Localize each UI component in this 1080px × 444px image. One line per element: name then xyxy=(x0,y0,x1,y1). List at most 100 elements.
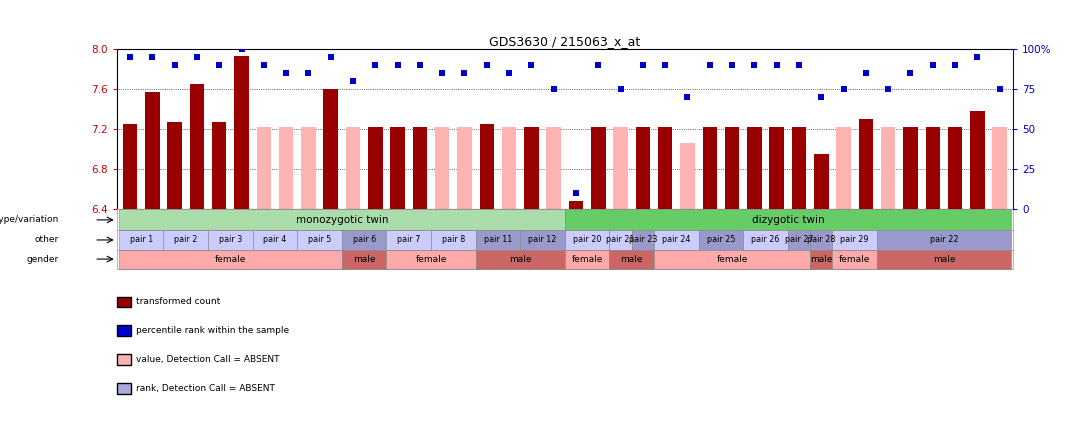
Bar xyxy=(747,127,761,210)
Text: male: male xyxy=(933,254,955,264)
Text: pair 5: pair 5 xyxy=(308,235,332,245)
Text: pair 12: pair 12 xyxy=(528,235,556,245)
Text: pair 6: pair 6 xyxy=(352,235,376,245)
Text: percentile rank within the sample: percentile rank within the sample xyxy=(136,326,289,335)
Text: male: male xyxy=(353,254,376,264)
Bar xyxy=(163,230,208,250)
Bar xyxy=(787,230,810,250)
Bar xyxy=(480,124,494,210)
Text: pair 21: pair 21 xyxy=(606,235,635,245)
Bar xyxy=(524,127,539,210)
Text: pair 23: pair 23 xyxy=(629,235,657,245)
Bar xyxy=(387,250,475,269)
Bar xyxy=(346,127,361,210)
Bar xyxy=(435,127,449,210)
Text: pair 2: pair 2 xyxy=(174,235,198,245)
Bar xyxy=(725,127,740,210)
Bar xyxy=(814,154,828,210)
Bar xyxy=(301,127,315,210)
Bar xyxy=(368,127,382,210)
Bar xyxy=(636,127,650,210)
Text: female: female xyxy=(839,254,870,264)
Text: pair 28: pair 28 xyxy=(807,235,836,245)
Text: pair 11: pair 11 xyxy=(484,235,512,245)
Text: value, Detection Call = ABSENT: value, Detection Call = ABSENT xyxy=(136,355,280,364)
Text: pair 25: pair 25 xyxy=(706,235,735,245)
Text: female: female xyxy=(416,254,447,264)
Text: dizygotic twin: dizygotic twin xyxy=(752,215,824,225)
Bar xyxy=(565,230,609,250)
Bar xyxy=(743,230,787,250)
Bar xyxy=(212,122,227,210)
Bar xyxy=(792,127,807,210)
Bar xyxy=(609,230,632,250)
Bar xyxy=(810,250,833,269)
Bar xyxy=(591,127,606,210)
Title: GDS3630 / 215063_x_at: GDS3630 / 215063_x_at xyxy=(489,35,640,48)
Bar xyxy=(836,127,851,210)
Bar xyxy=(457,127,472,210)
Bar xyxy=(565,250,609,269)
Text: pair 27: pair 27 xyxy=(785,235,813,245)
Bar xyxy=(948,127,962,210)
Bar xyxy=(431,230,475,250)
Bar xyxy=(926,127,940,210)
Text: pair 8: pair 8 xyxy=(442,235,465,245)
Bar xyxy=(569,201,583,210)
Text: transformed count: transformed count xyxy=(136,297,220,306)
Text: monozygotic twin: monozygotic twin xyxy=(296,215,388,225)
Bar xyxy=(413,127,428,210)
Bar xyxy=(993,127,1007,210)
Bar xyxy=(342,250,387,269)
Bar xyxy=(654,250,810,269)
Text: pair 7: pair 7 xyxy=(397,235,420,245)
Text: gender: gender xyxy=(26,254,58,264)
Text: genotype/variation: genotype/variation xyxy=(0,215,58,224)
Bar xyxy=(190,84,204,210)
Bar xyxy=(123,124,137,210)
Bar xyxy=(565,210,1011,230)
Bar xyxy=(654,230,699,250)
Bar xyxy=(297,230,342,250)
Bar xyxy=(699,230,743,250)
Text: pair 26: pair 26 xyxy=(752,235,780,245)
Bar xyxy=(257,127,271,210)
Bar xyxy=(119,230,163,250)
Bar xyxy=(387,230,431,250)
Bar xyxy=(253,230,297,250)
Bar xyxy=(234,56,248,210)
Bar xyxy=(632,230,654,250)
Bar xyxy=(119,210,565,230)
Bar xyxy=(323,89,338,210)
Bar xyxy=(769,127,784,210)
Bar xyxy=(680,143,694,210)
Bar xyxy=(877,230,1011,250)
Text: female: female xyxy=(716,254,747,264)
Text: pair 22: pair 22 xyxy=(930,235,958,245)
Bar xyxy=(521,230,565,250)
Bar xyxy=(475,230,521,250)
Bar xyxy=(279,127,294,210)
Bar xyxy=(877,250,1011,269)
Bar xyxy=(658,127,673,210)
Text: other: other xyxy=(35,235,58,245)
Bar xyxy=(167,122,181,210)
Text: female: female xyxy=(215,254,246,264)
Text: male: male xyxy=(509,254,531,264)
Text: male: male xyxy=(621,254,643,264)
Text: pair 1: pair 1 xyxy=(130,235,152,245)
Bar xyxy=(119,250,342,269)
Bar xyxy=(970,111,985,210)
Bar xyxy=(342,230,387,250)
Bar xyxy=(859,119,873,210)
Bar xyxy=(613,127,627,210)
Bar xyxy=(475,250,565,269)
Bar xyxy=(609,250,654,269)
Bar xyxy=(208,230,253,250)
Bar xyxy=(833,230,877,250)
Bar xyxy=(502,127,516,210)
Text: pair 24: pair 24 xyxy=(662,235,690,245)
Text: pair 4: pair 4 xyxy=(264,235,286,245)
Text: female: female xyxy=(571,254,603,264)
Text: pair 3: pair 3 xyxy=(219,235,242,245)
